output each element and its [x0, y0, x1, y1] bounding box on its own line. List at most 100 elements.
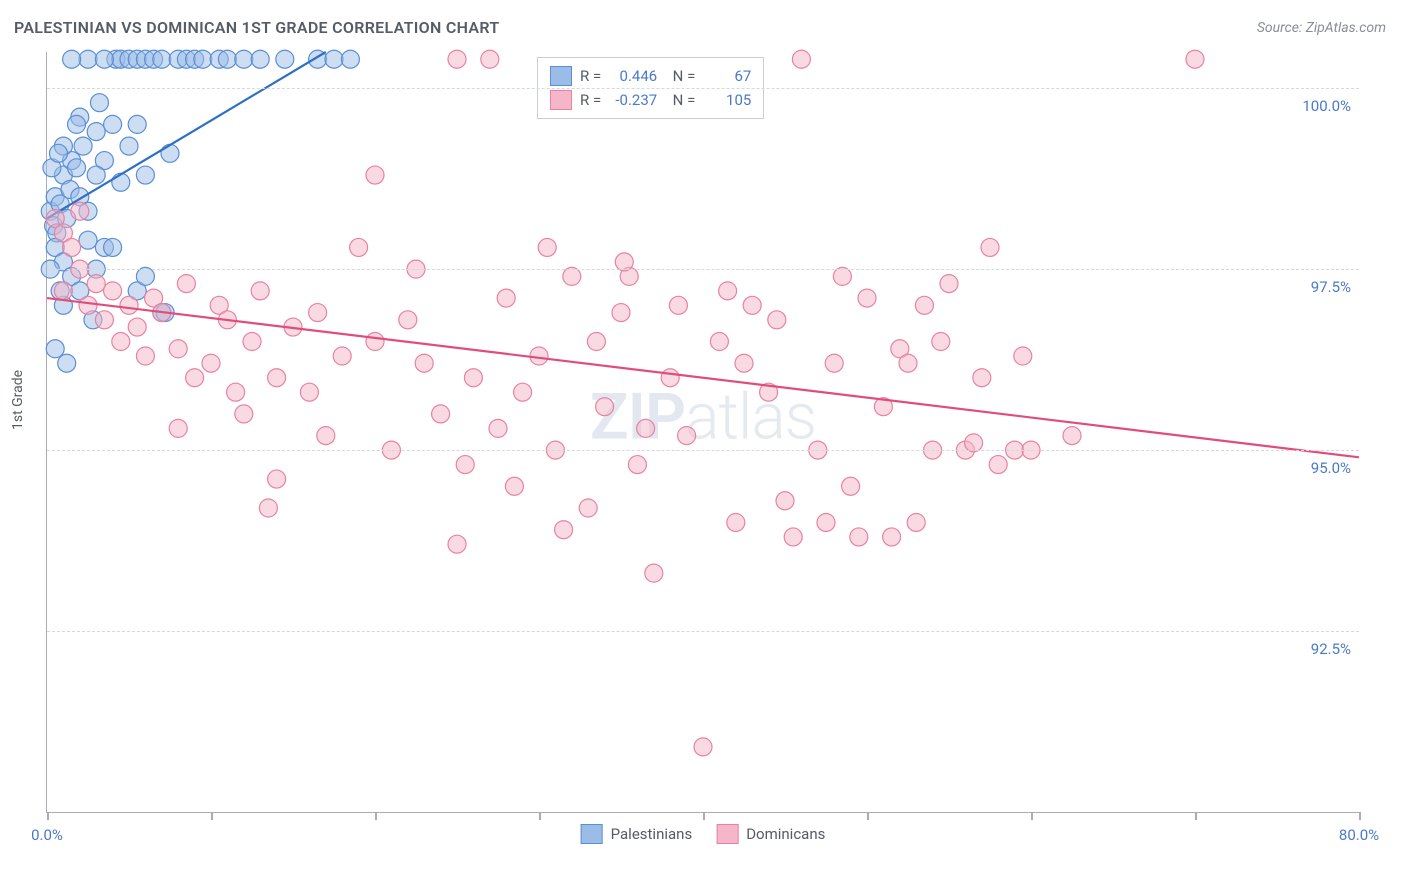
data-point	[87, 275, 105, 293]
data-point	[899, 354, 917, 372]
data-point	[235, 405, 253, 423]
data-point	[850, 528, 868, 546]
data-point	[415, 354, 433, 372]
legend-n-value: 105	[703, 91, 751, 109]
data-point	[514, 383, 532, 401]
data-point	[268, 369, 286, 387]
data-point	[842, 477, 860, 495]
data-point	[825, 354, 843, 372]
data-point	[399, 311, 417, 329]
data-point	[448, 50, 466, 68]
legend-swatch	[550, 90, 572, 110]
x-tick	[375, 812, 377, 820]
data-point	[350, 238, 368, 256]
x-tick	[1031, 812, 1033, 820]
data-point	[63, 50, 81, 68]
y-tick-label: 95.0%	[1311, 459, 1351, 477]
data-point	[1186, 50, 1204, 68]
x-tick	[211, 812, 213, 820]
data-point	[259, 499, 277, 517]
data-point	[90, 94, 108, 112]
x-tick	[47, 812, 49, 820]
grid-line	[47, 269, 1359, 270]
data-point	[719, 282, 737, 300]
data-point	[661, 369, 679, 387]
y-tick-label: 97.5%	[1311, 278, 1351, 296]
data-point	[555, 521, 573, 539]
legend-r-label: R =	[580, 67, 601, 85]
data-point	[161, 144, 179, 162]
data-point	[128, 115, 146, 133]
data-point	[104, 282, 122, 300]
data-point	[112, 333, 130, 351]
data-point	[792, 50, 810, 68]
data-point	[79, 231, 97, 249]
data-point	[251, 282, 269, 300]
data-point	[202, 354, 220, 372]
data-point	[448, 535, 466, 553]
data-point	[505, 477, 523, 495]
data-point	[54, 282, 72, 300]
data-point	[784, 528, 802, 546]
data-point	[95, 311, 113, 329]
data-point	[743, 296, 761, 314]
legend-row: R =-0.237 N =105	[550, 88, 751, 112]
data-point	[317, 427, 335, 445]
data-point	[497, 289, 515, 307]
legend-n-label: N =	[665, 91, 695, 109]
x-tick-label: 0.0%	[31, 826, 63, 844]
data-point	[456, 456, 474, 474]
legend-series-label: Dominicans	[746, 825, 825, 843]
scatter-svg	[47, 52, 1359, 812]
legend-swatch	[716, 824, 738, 844]
chart-plot-area: ZIPatlas R =0.446 N =67R =-0.237 N =105 …	[46, 52, 1359, 813]
grid-line	[47, 88, 1359, 89]
data-point	[883, 528, 901, 546]
legend-n-value: 67	[703, 67, 751, 85]
data-point	[587, 333, 605, 351]
data-point	[538, 238, 556, 256]
data-point	[727, 513, 745, 531]
data-point	[243, 333, 261, 351]
data-point	[989, 456, 1007, 474]
data-point	[915, 296, 933, 314]
data-point	[79, 296, 97, 314]
data-point	[63, 238, 81, 256]
data-point	[95, 50, 113, 68]
data-point	[678, 427, 696, 445]
data-point	[74, 137, 92, 155]
data-point	[366, 166, 384, 184]
source-attribution: Source: ZipAtlas.com	[1257, 20, 1386, 36]
data-point	[981, 238, 999, 256]
x-tick	[539, 812, 541, 820]
x-tick-label: 80.0%	[1339, 826, 1379, 844]
data-point	[104, 238, 122, 256]
data-point	[694, 738, 712, 756]
data-point	[153, 50, 171, 68]
bottom-legend-item: Dominicans	[716, 824, 825, 844]
data-point	[46, 340, 64, 358]
series-legend: Palestinians Dominicans	[581, 824, 826, 844]
data-point	[907, 513, 925, 531]
data-point	[579, 499, 597, 517]
data-point	[333, 347, 351, 365]
legend-r-value: 0.446	[609, 67, 657, 85]
data-point	[858, 289, 876, 307]
data-point	[628, 456, 646, 474]
x-tick	[867, 812, 869, 820]
data-point	[186, 369, 204, 387]
x-tick	[1195, 812, 1197, 820]
data-point	[973, 369, 991, 387]
data-point	[128, 318, 146, 336]
data-point	[169, 419, 187, 437]
x-tick	[1359, 812, 1361, 820]
data-point	[268, 470, 286, 488]
data-point	[68, 115, 86, 133]
grid-line	[47, 450, 1359, 451]
legend-series-label: Palestinians	[611, 825, 693, 843]
data-point	[940, 275, 958, 293]
data-point	[596, 398, 614, 416]
trend-line	[47, 298, 1359, 457]
data-point	[169, 340, 187, 358]
grid-line	[47, 631, 1359, 632]
